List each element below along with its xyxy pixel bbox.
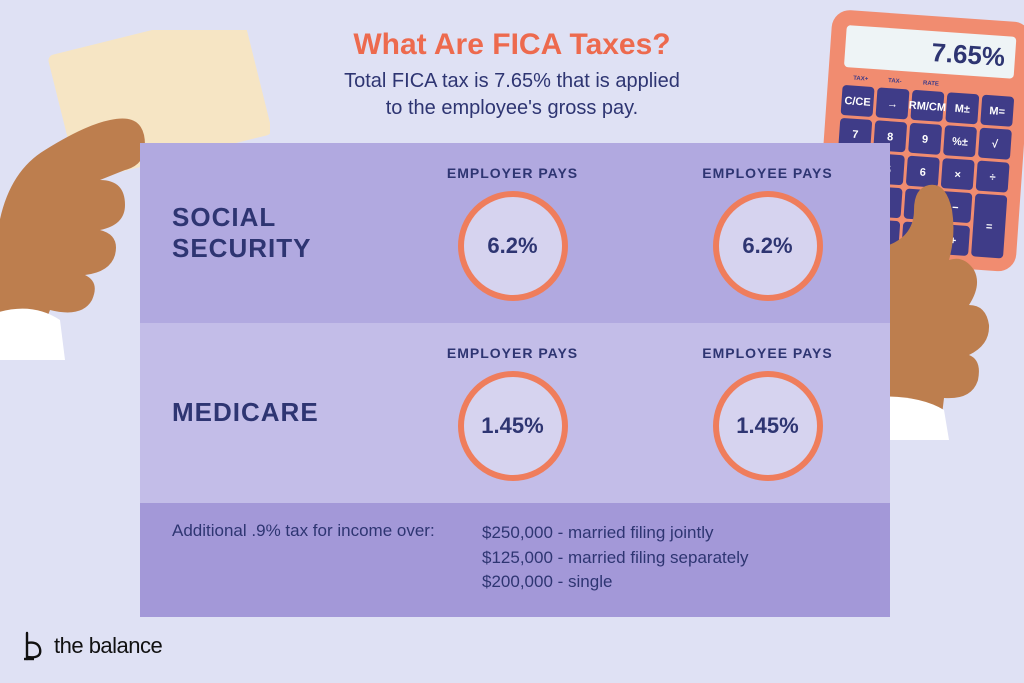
- med-employee-cell: EMPLOYEE PAYS 1.45%: [668, 345, 868, 481]
- column-header-employee: EMPLOYEE PAYS: [702, 165, 832, 181]
- svg-text:M=: M=: [989, 105, 1005, 118]
- med-employee-value: 1.45%: [713, 371, 823, 481]
- svg-text:6: 6: [919, 166, 926, 178]
- row-social-security: SOCIAL SECURITY EMPLOYER PAYS 6.2% EMPLO…: [140, 143, 890, 323]
- svg-text:÷: ÷: [989, 171, 996, 183]
- svg-text:=: =: [985, 221, 992, 233]
- svg-text:→: →: [887, 98, 899, 111]
- row-label-medicare: MEDICARE: [140, 397, 390, 428]
- med-employer-cell: EMPLOYER PAYS 1.45%: [413, 345, 613, 481]
- ss-employee-cell: EMPLOYEE PAYS 6.2%: [668, 165, 868, 301]
- svg-text:×: ×: [954, 169, 961, 181]
- svg-text:M±: M±: [954, 103, 970, 116]
- svg-text:−: −: [952, 202, 959, 214]
- calculator-display: 7.65%: [930, 37, 1006, 72]
- svg-text:8: 8: [887, 131, 894, 143]
- svg-text:RATE: RATE: [923, 80, 939, 87]
- footer-thresholds: $250,000 - married filing jointly $125,0…: [482, 521, 748, 595]
- column-header-employer: EMPLOYER PAYS: [447, 165, 578, 181]
- balance-logo-icon: [24, 631, 48, 661]
- svg-text:TAX-: TAX-: [888, 78, 902, 85]
- svg-text:%±: %±: [952, 136, 969, 149]
- fica-table: SOCIAL SECURITY EMPLOYER PAYS 6.2% EMPLO…: [140, 143, 890, 617]
- ss-employee-value: 6.2%: [713, 191, 823, 301]
- brand-logo: the balance: [24, 631, 162, 661]
- svg-text:TAX+: TAX+: [853, 76, 869, 83]
- row-medicare: MEDICARE EMPLOYER PAYS 1.45% EMPLOYEE PA…: [140, 323, 890, 503]
- row-label-social-security: SOCIAL SECURITY: [140, 202, 390, 264]
- additional-tax-footer: Additional .9% tax for income over: $250…: [140, 503, 890, 617]
- svg-text:7: 7: [852, 129, 859, 141]
- brand-name: the balance: [54, 633, 162, 659]
- footer-label: Additional .9% tax for income over:: [172, 521, 482, 595]
- ss-employer-cell: EMPLOYER PAYS 6.2%: [413, 165, 613, 301]
- med-employer-value: 1.45%: [458, 371, 568, 481]
- svg-text:9: 9: [922, 134, 929, 146]
- svg-text:C/CE: C/CE: [844, 95, 871, 109]
- ss-employer-value: 6.2%: [458, 191, 568, 301]
